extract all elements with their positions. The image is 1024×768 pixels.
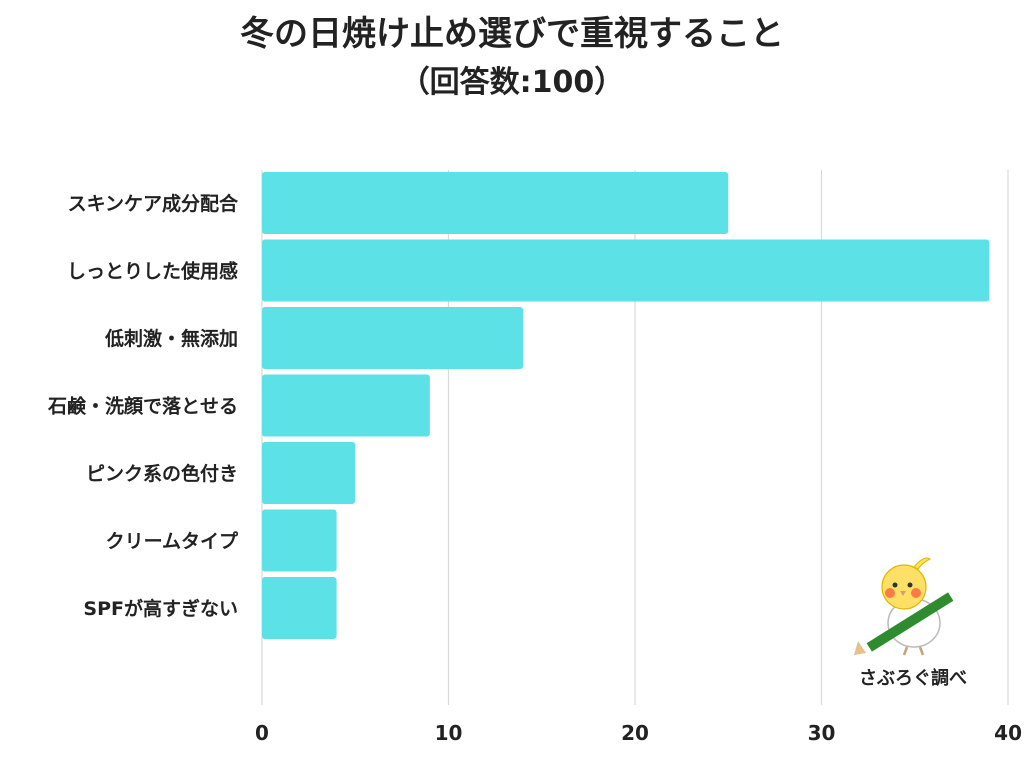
category-label: スキンケア成分配合 <box>68 192 239 215</box>
x-tick-label: 40 <box>994 721 1022 745</box>
bars <box>262 172 990 639</box>
bar <box>262 172 729 234</box>
category-label: 石鹸・洗顔で落とせる <box>47 395 238 418</box>
x-tick-label: 10 <box>435 721 463 745</box>
bar <box>262 307 524 369</box>
category-labels: スキンケア成分配合しっとりした使用感低刺激・無添加石鹸・洗顔で落とせるピンク系の… <box>47 192 239 620</box>
category-label: ピンク系の色付き <box>86 462 238 485</box>
category-label: クリームタイプ <box>106 530 239 553</box>
x-tick-label: 20 <box>621 721 649 745</box>
x-tick-label: 30 <box>808 721 836 745</box>
category-label: しっとりした使用感 <box>67 260 238 283</box>
bar <box>262 577 337 639</box>
credit-label: さぶろぐ調べ <box>859 668 967 689</box>
chart-subtitle: （回答数:100） <box>399 65 625 100</box>
bar <box>262 239 990 302</box>
category-label: 低刺激・無添加 <box>104 327 238 350</box>
bar <box>262 509 337 572</box>
x-tick-labels: 0 10 20 30 40 <box>255 721 1022 745</box>
bar <box>262 442 356 504</box>
category-label: SPFが高すぎない <box>83 597 238 620</box>
x-tick-label: 0 <box>255 721 269 745</box>
bar <box>262 374 430 437</box>
bird-mascot-icon <box>854 557 954 656</box>
chart-title: 冬の日焼け止め選びで重視すること <box>240 14 784 54</box>
